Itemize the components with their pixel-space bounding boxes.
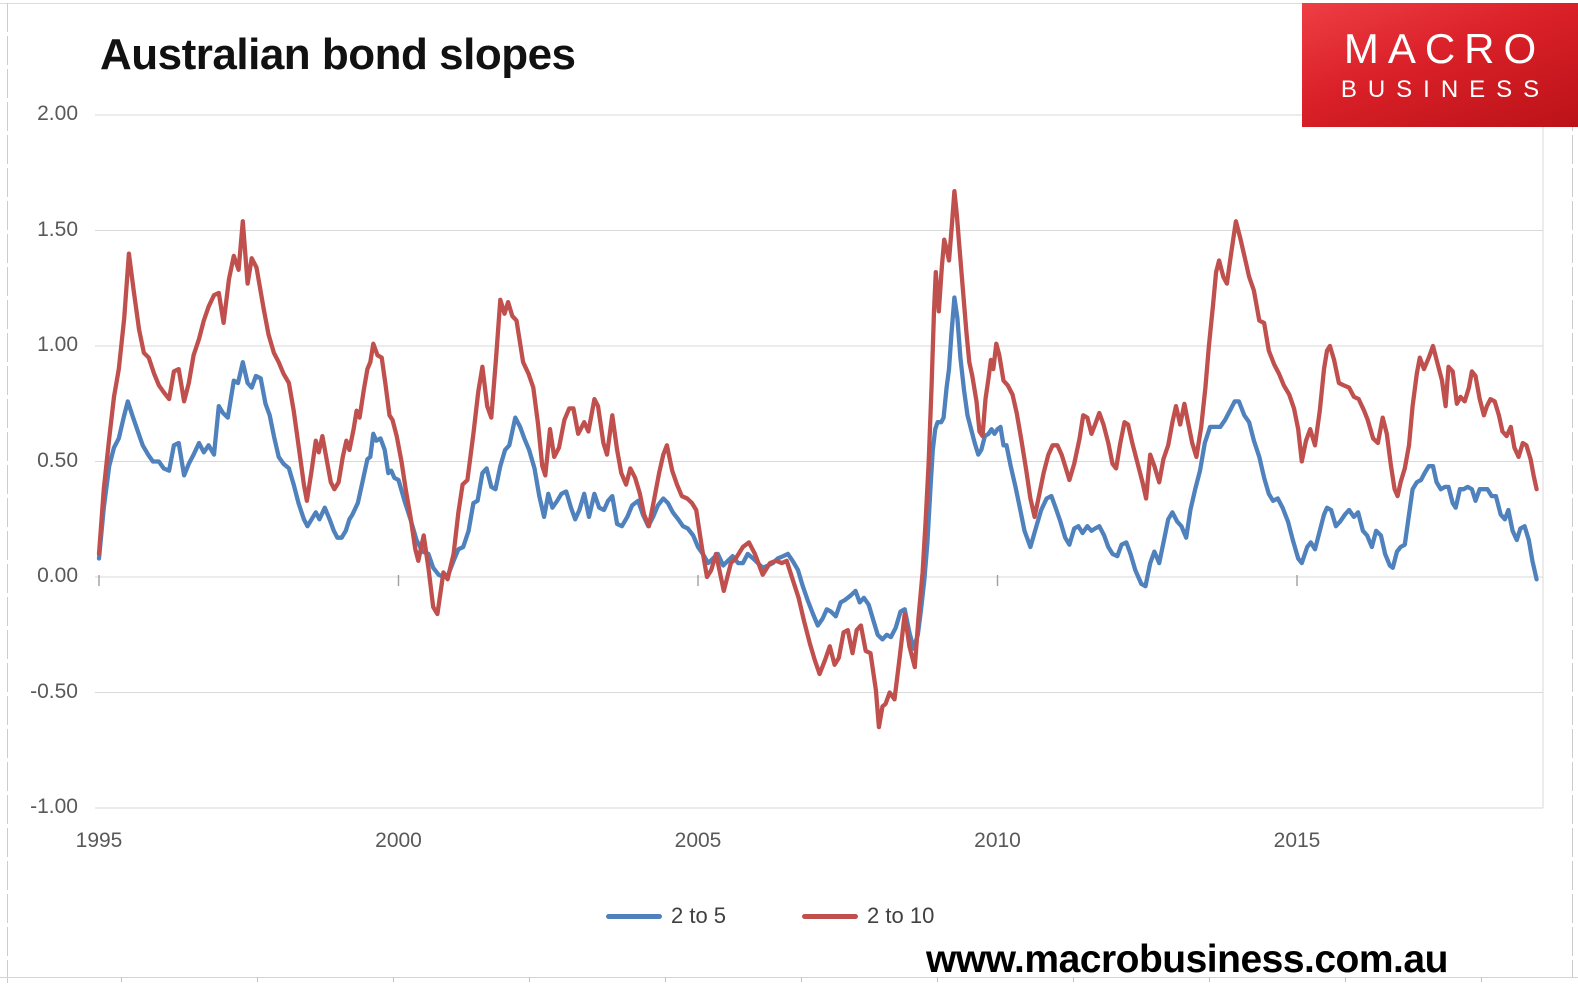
logo-text-business: BUSINESS <box>1340 76 1551 103</box>
legend-swatch <box>802 913 859 919</box>
logo-text-macro: MACRO <box>1343 25 1546 72</box>
y-axis-label: 1.00 <box>37 333 78 356</box>
chart-title: Australian bond slopes <box>100 30 576 79</box>
sheet-column-tick <box>529 977 530 982</box>
series-line-2-to-5 <box>96 295 1539 651</box>
legend-item: 2 to 10 <box>802 903 934 929</box>
website-text: www.macrobusiness.com.au <box>926 938 1448 981</box>
sheet-column-tick <box>801 977 802 982</box>
sheet-column-tick <box>665 977 666 982</box>
legend-label: 2 to 5 <box>671 903 727 928</box>
x-axis-label: 2000 <box>375 829 422 852</box>
legend-swatch <box>606 913 662 919</box>
y-axis-label: 0.50 <box>37 448 78 472</box>
legend-item: 2 to 5 <box>606 903 726 929</box>
sheet-column-tick <box>1345 977 1346 982</box>
sheet-column-tick <box>1481 977 1482 982</box>
sheet-column-tick <box>393 977 394 982</box>
sheet-border-right <box>1572 3 1573 977</box>
sheet-column-tick <box>1209 977 1210 982</box>
macrobusiness-logo: MACRO BUSINESS <box>1302 3 1578 127</box>
sheet-column-tick <box>121 977 122 982</box>
x-axis-label: 1995 <box>75 829 123 852</box>
legend: 2 to 5 2 to 10 <box>606 903 934 929</box>
sheet-border-bottom <box>0 977 1578 978</box>
y-axis-label: 1.50 <box>37 217 78 241</box>
x-axis-label: 2015 <box>1273 829 1321 852</box>
y-axis-label: -0.50 <box>30 679 78 703</box>
sheet-column-tick <box>937 977 938 982</box>
x-axis-label: 2010 <box>974 829 1021 852</box>
legend-label: 2 to 10 <box>867 903 935 928</box>
sheet-column-tick <box>1073 977 1074 982</box>
x-axis-label: 2005 <box>674 829 722 852</box>
y-axis-label: -1.00 <box>30 795 78 818</box>
sheet-border-top <box>0 3 1578 4</box>
sheet-column-tick <box>257 977 258 982</box>
series-line-2-to-10 <box>96 189 1539 730</box>
y-axis-label: 0.00 <box>37 564 78 587</box>
sheet-border-left <box>7 3 8 983</box>
y-axis-label: 2.00 <box>37 102 78 125</box>
